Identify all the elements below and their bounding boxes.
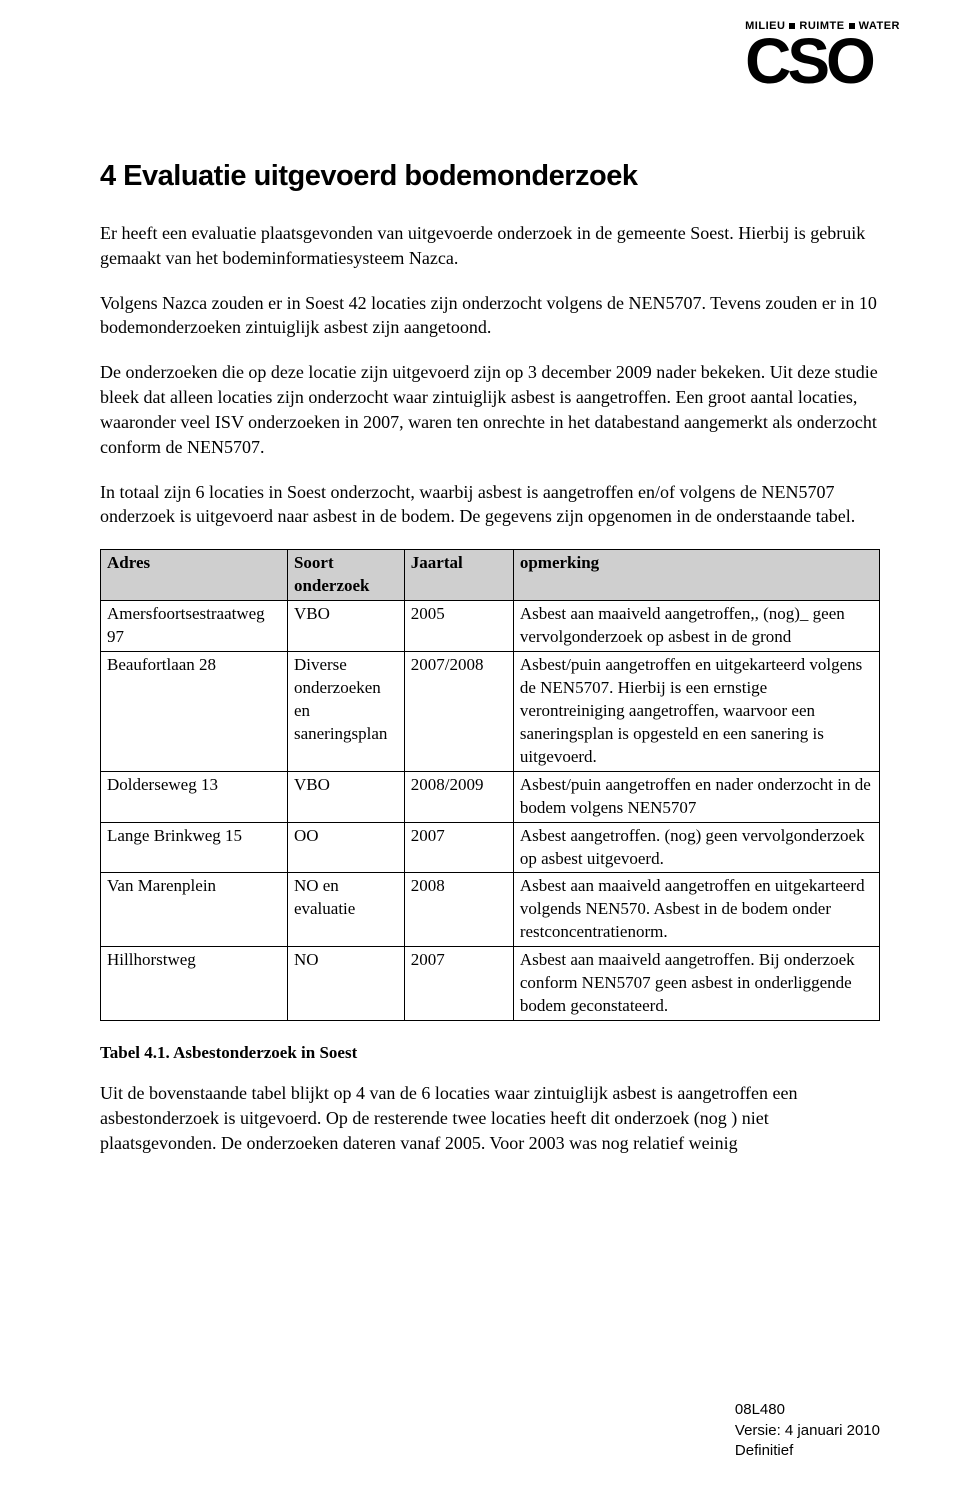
table-row: Dolderseweg 13 VBO 2008/2009 Asbest/puin…	[101, 771, 880, 822]
cell-jaartal: 2007/2008	[404, 652, 513, 772]
footer-code: 08L480	[735, 1400, 880, 1420]
body-paragraph: De onderzoeken die op deze locatie zijn …	[100, 360, 880, 459]
page-footer: 08L480 Versie: 4 januari 2010 Definitief	[735, 1400, 880, 1461]
cell-soort: NO en evaluatie	[287, 873, 404, 947]
cell-jaartal: 2005	[404, 601, 513, 652]
document-page: MILIEU RUIMTE WATER CSO 4 Evaluatie uitg…	[0, 0, 960, 1489]
table-row: Beaufortlaan 28 Diverse onderzoeken en s…	[101, 652, 880, 772]
cell-opmerking: Asbest/puin aangetroffen en nader onderz…	[513, 771, 879, 822]
page-title: 4 Evaluatie uitgevoerd bodemonderzoek	[100, 160, 880, 193]
cell-opmerking: Asbest/puin aangetroffen en uitgekarteer…	[513, 652, 879, 772]
cell-soort: VBO	[287, 771, 404, 822]
logo-name: CSO	[745, 34, 900, 88]
cell-soort: VBO	[287, 601, 404, 652]
table-header-row: Adres Soort onderzoek Jaartal opmerking	[101, 550, 880, 601]
cell-soort: OO	[287, 822, 404, 873]
footer-status: Definitief	[735, 1441, 880, 1461]
table-row: Van Marenplein NO en evaluatie 2008 Asbe…	[101, 873, 880, 947]
body-paragraph: Uit de bovenstaande tabel blijkt op 4 va…	[100, 1081, 880, 1155]
cell-soort: NO	[287, 947, 404, 1021]
cell-soort: Diverse onderzoeken en saneringsplan	[287, 652, 404, 772]
cell-adres: Beaufortlaan 28	[101, 652, 288, 772]
cell-adres: Dolderseweg 13	[101, 771, 288, 822]
table-row: Amersfoortsestraatweg 97 VBO 2005 Asbest…	[101, 601, 880, 652]
cell-opmerking: Asbest aan maaiveld aangetroffen,, (nog)…	[513, 601, 879, 652]
cell-adres: Lange Brinkweg 15	[101, 822, 288, 873]
brand-logo: MILIEU RUIMTE WATER CSO	[745, 20, 900, 88]
body-paragraph: Volgens Nazca zouden er in Soest 42 loca…	[100, 291, 880, 341]
col-header-adres: Adres	[101, 550, 288, 601]
asbest-table: Adres Soort onderzoek Jaartal opmerking …	[100, 549, 880, 1021]
cell-jaartal: 2007	[404, 947, 513, 1021]
cell-adres: Amersfoortsestraatweg 97	[101, 601, 288, 652]
table-row: Hillhorstweg NO 2007 Asbest aan maaiveld…	[101, 947, 880, 1021]
col-header-opmerking: opmerking	[513, 550, 879, 601]
cell-opmerking: Asbest aangetroffen. (nog) geen vervolgo…	[513, 822, 879, 873]
cell-jaartal: 2008/2009	[404, 771, 513, 822]
table-caption: Tabel 4.1. Asbestonderzoek in Soest	[100, 1043, 880, 1063]
cell-jaartal: 2008	[404, 873, 513, 947]
col-header-soort: Soort onderzoek	[287, 550, 404, 601]
cell-opmerking: Asbest aan maaiveld aangetroffen en uitg…	[513, 873, 879, 947]
body-paragraph: Er heeft een evaluatie plaatsgevonden va…	[100, 221, 880, 271]
table-row: Lange Brinkweg 15 OO 2007 Asbest aangetr…	[101, 822, 880, 873]
col-header-jaartal: Jaartal	[404, 550, 513, 601]
footer-version: Versie: 4 januari 2010	[735, 1421, 880, 1441]
cell-opmerking: Asbest aan maaiveld aangetroffen. Bij on…	[513, 947, 879, 1021]
body-paragraph: In totaal zijn 6 locaties in Soest onder…	[100, 480, 880, 530]
cell-adres: Van Marenplein	[101, 873, 288, 947]
cell-adres: Hillhorstweg	[101, 947, 288, 1021]
cell-jaartal: 2007	[404, 822, 513, 873]
